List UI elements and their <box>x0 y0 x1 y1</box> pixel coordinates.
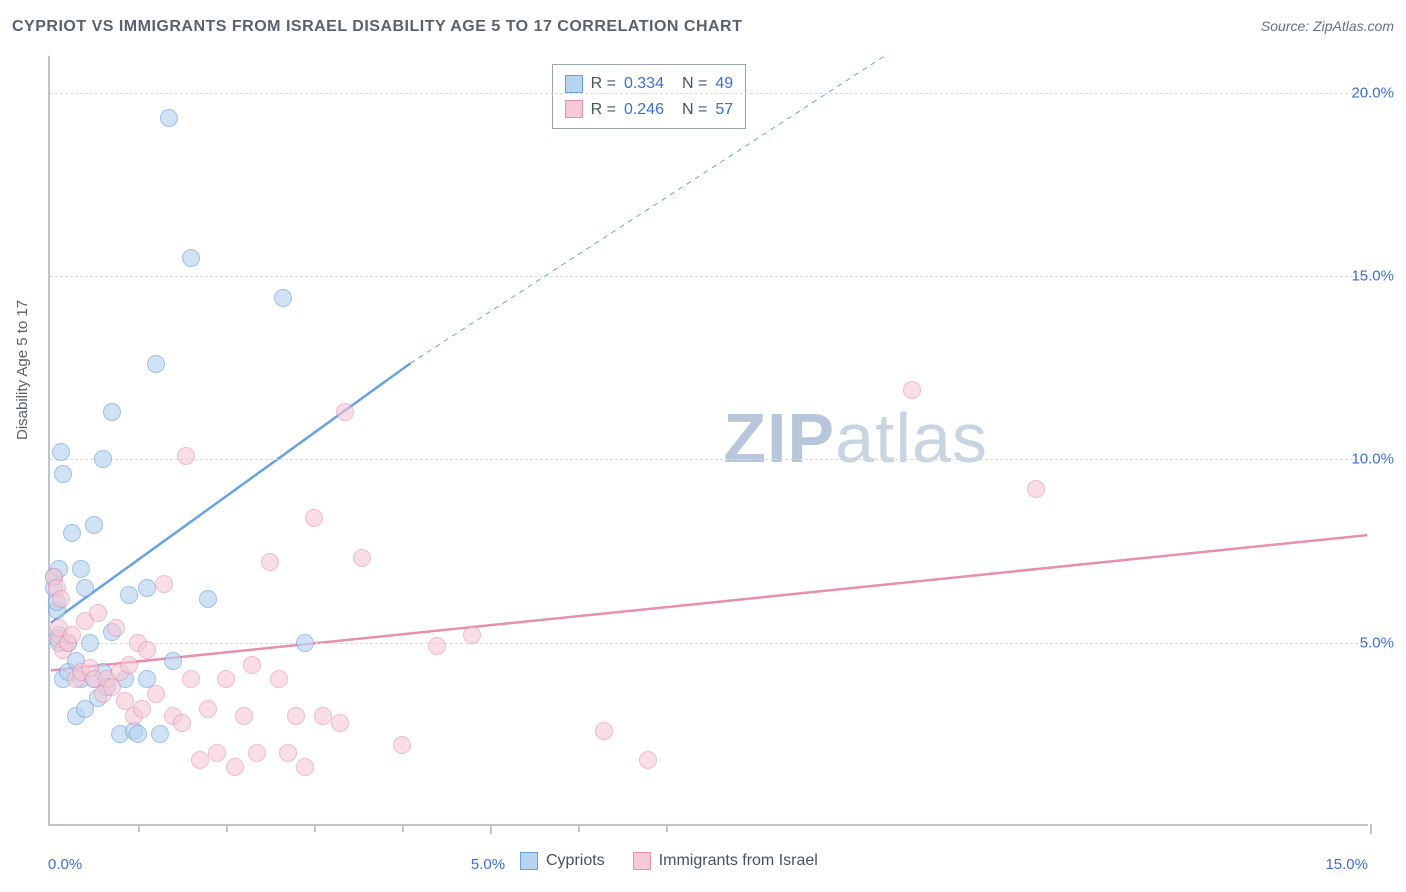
legend-swatch <box>633 852 651 870</box>
data-point <box>147 355 165 373</box>
chart-title: CYPRIOT VS IMMIGRANTS FROM ISRAEL DISABI… <box>12 18 742 36</box>
data-point <box>138 641 156 659</box>
legend-stats-box: R =0.334 N =49 R =0.246 N =57 <box>552 64 747 129</box>
legend-swatch <box>565 100 583 118</box>
plot-area: ZIPatlas R =0.334 N =49 R =0.246 N =57 <box>48 56 1368 826</box>
x-tick-minor <box>138 824 140 832</box>
watermark: ZIPatlas <box>723 398 988 478</box>
x-tick-minor <box>226 824 228 832</box>
data-point <box>133 700 151 718</box>
data-point <box>120 586 138 604</box>
y-tick-label: 20.0% <box>1351 84 1394 101</box>
data-point <box>160 109 178 127</box>
data-point <box>296 634 314 652</box>
data-point <box>248 744 266 762</box>
gridline <box>50 643 1368 644</box>
legend-label: Cypriots <box>546 852 605 870</box>
data-point <box>54 465 72 483</box>
data-point <box>393 736 411 754</box>
data-point <box>81 634 99 652</box>
data-point <box>261 553 279 571</box>
data-point <box>305 509 323 527</box>
watermark-bold: ZIP <box>723 399 835 477</box>
data-point <box>155 575 173 593</box>
x-tick-minor <box>578 824 580 832</box>
x-tick-major <box>1370 824 1372 834</box>
data-point <box>226 758 244 776</box>
data-point <box>353 549 371 567</box>
legend-label: Immigrants from Israel <box>659 852 818 870</box>
data-point <box>52 443 70 461</box>
legend-stat-row: R =0.246 N =57 <box>565 97 734 123</box>
data-point <box>173 714 191 732</box>
x-tick-label: 0.0% <box>48 856 82 873</box>
data-point <box>138 579 156 597</box>
data-point <box>177 447 195 465</box>
data-point <box>103 403 121 421</box>
data-point <box>428 637 446 655</box>
data-point <box>243 656 261 674</box>
data-point <box>199 590 217 608</box>
data-point <box>270 670 288 688</box>
data-point <box>287 707 305 725</box>
y-tick-label: 10.0% <box>1351 451 1394 468</box>
data-point <box>76 579 94 597</box>
legend-swatch <box>565 75 583 93</box>
gridline <box>50 276 1368 277</box>
data-point <box>235 707 253 725</box>
data-point <box>191 751 209 769</box>
watermark-light: atlas <box>835 399 988 477</box>
data-point <box>336 403 354 421</box>
data-point <box>151 725 169 743</box>
source-attribution: Source: ZipAtlas.com <box>1261 18 1394 34</box>
data-point <box>903 381 921 399</box>
data-point <box>63 524 81 542</box>
data-point <box>331 714 349 732</box>
data-point <box>52 590 70 608</box>
chart-header: CYPRIOT VS IMMIGRANTS FROM ISRAEL DISABI… <box>12 18 1394 36</box>
data-point <box>164 652 182 670</box>
gridline <box>50 459 1368 460</box>
x-tick-major <box>490 824 492 834</box>
y-tick-label: 5.0% <box>1360 634 1394 651</box>
legend-bottom: Cypriots Immigrants from Israel <box>520 852 818 870</box>
data-point <box>296 758 314 776</box>
data-point <box>63 626 81 644</box>
data-point <box>314 707 332 725</box>
data-point <box>120 656 138 674</box>
data-point <box>217 670 235 688</box>
data-point <box>72 560 90 578</box>
x-tick-minor <box>402 824 404 832</box>
data-point <box>182 670 200 688</box>
data-point <box>147 685 165 703</box>
y-tick-label: 15.0% <box>1351 268 1394 285</box>
data-point <box>595 722 613 740</box>
data-point <box>1027 480 1045 498</box>
data-point <box>129 725 147 743</box>
x-tick-minor <box>666 824 668 832</box>
data-point <box>89 604 107 622</box>
data-point <box>94 450 112 468</box>
data-point <box>208 744 226 762</box>
data-point <box>182 249 200 267</box>
data-point <box>274 289 292 307</box>
x-tick-label: 5.0% <box>471 856 505 873</box>
data-point <box>199 700 217 718</box>
data-point <box>107 619 125 637</box>
gridline <box>50 93 1368 94</box>
data-point <box>463 626 481 644</box>
legend-swatch <box>520 852 538 870</box>
x-tick-minor <box>314 824 316 832</box>
data-point <box>279 744 297 762</box>
legend-item: Cypriots <box>520 852 605 870</box>
data-point <box>639 751 657 769</box>
x-tick-label: 15.0% <box>1325 856 1368 873</box>
y-axis-label: Disability Age 5 to 17 <box>14 300 31 440</box>
data-point <box>85 516 103 534</box>
legend-item: Immigrants from Israel <box>633 852 818 870</box>
